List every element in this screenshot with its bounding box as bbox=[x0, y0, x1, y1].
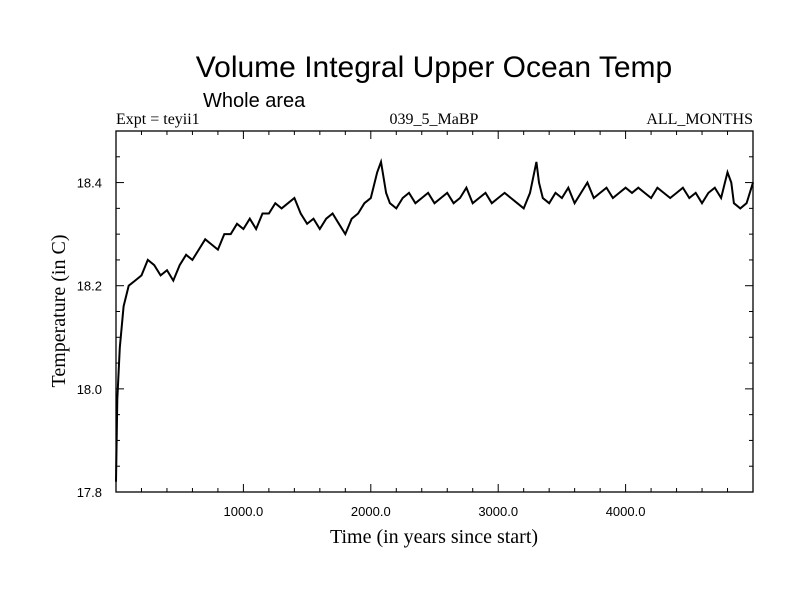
temperature-series-line bbox=[115, 157, 754, 482]
x-tick-label: 3000.0 bbox=[478, 504, 518, 519]
x-tick-label: 4000.0 bbox=[606, 504, 646, 519]
axis-ticks bbox=[116, 131, 753, 492]
y-tick-label: 17.8 bbox=[77, 485, 102, 500]
months-annotation: ALL_MONTHS bbox=[646, 111, 753, 128]
x-axis-label: Time (in years since start) bbox=[330, 526, 538, 548]
tick-labels: 1000.0 2000.0 3000.0 4000.0 17.8 18.0 18.2 18.4 bbox=[77, 176, 646, 519]
chart-subtitle: Whole area bbox=[203, 90, 306, 112]
y-tick-label: 18.4 bbox=[77, 176, 102, 191]
plot-frame bbox=[115, 130, 754, 493]
experiment-annotation: Expt = teyii1 bbox=[116, 111, 200, 128]
period-annotation: 039_5_MaBP bbox=[390, 111, 479, 128]
x-tick-label: 1000.0 bbox=[224, 504, 264, 519]
y-tick-label: 18.2 bbox=[77, 279, 102, 294]
chart-title: Volume Integral Upper Ocean Temp bbox=[196, 51, 672, 84]
x-tick-label: 2000.0 bbox=[351, 504, 391, 519]
y-tick-label: 18.0 bbox=[77, 382, 102, 397]
y-axis-label: Temperature (in C) bbox=[48, 235, 70, 388]
